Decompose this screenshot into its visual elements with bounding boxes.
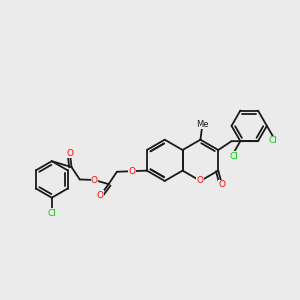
- Text: Cl: Cl: [230, 152, 238, 161]
- Text: O: O: [97, 191, 104, 200]
- Text: O: O: [197, 176, 204, 185]
- Text: Cl: Cl: [47, 208, 56, 217]
- Text: O: O: [67, 149, 73, 158]
- Text: O: O: [91, 176, 98, 184]
- Text: O: O: [128, 167, 135, 176]
- Text: O: O: [219, 180, 226, 189]
- Text: Me: Me: [196, 120, 208, 129]
- Text: Cl: Cl: [269, 136, 278, 146]
